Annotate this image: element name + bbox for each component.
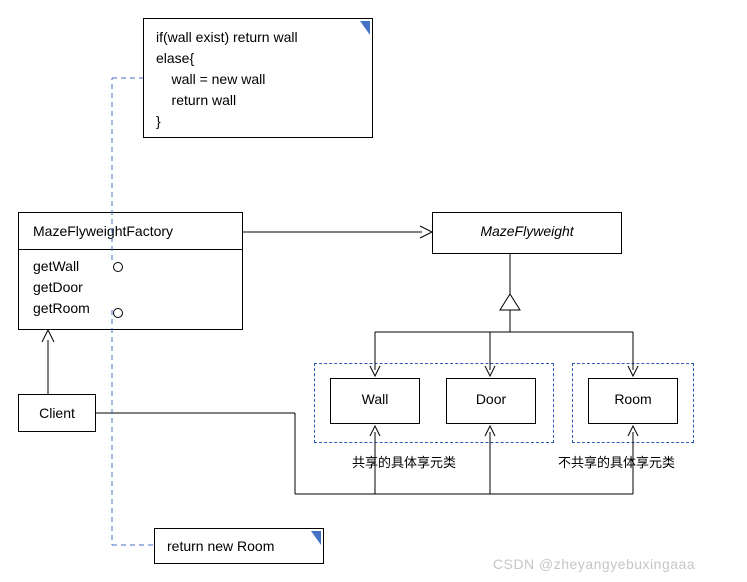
class-title: Door: [476, 391, 506, 407]
note-line: wall = new wall: [156, 69, 360, 90]
note-getwall-pseudocode: if(wall exist) return wall elase{ wall =…: [143, 18, 373, 138]
class-title: Client: [39, 405, 75, 421]
class-methods: getWall getDoor getRoom: [19, 250, 242, 329]
class-maze-flyweight: MazeFlyweight: [432, 212, 622, 254]
shared-label: 共享的具体享元类: [352, 452, 456, 471]
anchor-circle-icon: [113, 262, 123, 272]
note-line: elase{: [156, 48, 360, 69]
anchor-circle-icon: [113, 308, 123, 318]
note-text: return new Room: [167, 536, 274, 557]
class-door: Door: [446, 378, 536, 424]
class-room: Room: [588, 378, 678, 424]
unshared-label: 不共享的具体享元类: [558, 452, 675, 471]
method-getwall: getWall: [33, 256, 228, 277]
note-line: if(wall exist) return wall: [156, 27, 360, 48]
note-line: }: [156, 111, 360, 132]
class-title: Wall: [362, 391, 389, 407]
note-line: return wall: [156, 90, 360, 111]
class-title: MazeFlyweightFactory: [19, 213, 242, 250]
class-title: MazeFlyweight: [480, 223, 573, 239]
method-getroom: getRoom: [33, 298, 228, 319]
watermark-text: CSDN @zheyangyebuxingaaa: [493, 556, 695, 572]
note-fold-icon: [311, 531, 321, 545]
class-maze-flyweight-factory: MazeFlyweightFactory getWall getDoor get…: [18, 212, 243, 330]
method-getdoor: getDoor: [33, 277, 228, 298]
class-wall: Wall: [330, 378, 420, 424]
note-fold-icon: [360, 21, 370, 35]
class-client: Client: [18, 394, 96, 432]
note-getroom-pseudocode: return new Room: [154, 528, 324, 564]
class-title: Room: [614, 391, 651, 407]
